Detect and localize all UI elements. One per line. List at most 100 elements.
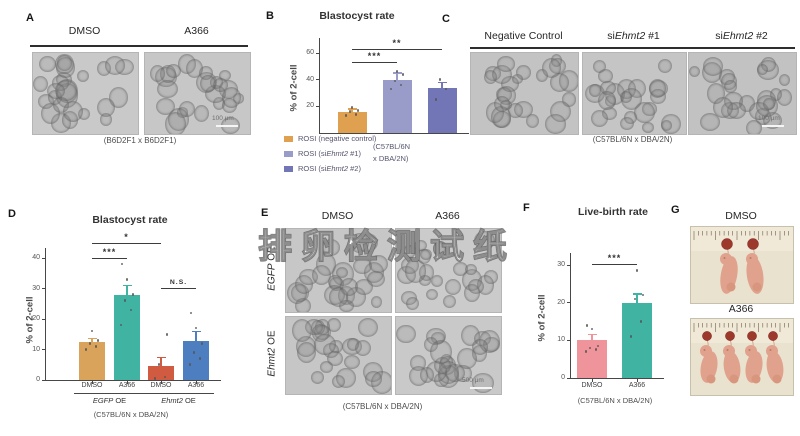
panel-a-caption: (B6D2F1 x B6D2F1) xyxy=(103,136,177,145)
y-tick-label: 30 xyxy=(32,284,40,292)
y-tick-label: 10 xyxy=(557,336,565,344)
embryo-blob xyxy=(314,333,336,356)
y-tick-label: 20 xyxy=(557,298,565,306)
y-tick-label: 40 xyxy=(32,254,40,261)
error-bar-whisker xyxy=(160,357,162,370)
data-point xyxy=(356,109,360,112)
embryo-blob xyxy=(497,56,515,72)
x-tick-mark xyxy=(160,381,162,384)
data-point xyxy=(119,323,123,327)
x-category-label: A366 xyxy=(118,382,136,389)
embryo-blob xyxy=(465,264,477,276)
significance-label: *** xyxy=(607,253,622,263)
panel-c-label: C xyxy=(442,13,450,25)
embryo-blob xyxy=(620,117,634,131)
significance-label: ** xyxy=(392,38,402,48)
group-label: Ehmt2 OE xyxy=(161,396,196,405)
embryo-blob xyxy=(431,275,443,287)
text-segment: Ehmt2 xyxy=(614,30,646,42)
embryo-blob xyxy=(597,68,614,84)
x-tick-mark xyxy=(636,379,638,382)
embryo-blob xyxy=(511,73,524,85)
significance-label: * xyxy=(124,232,129,242)
text-segment: Ehmt2 xyxy=(266,347,278,377)
micrograph-c-siehmt2-1 xyxy=(582,52,687,135)
y-tick-mark xyxy=(316,79,319,81)
panel-g-label: G xyxy=(671,204,680,216)
pup-photo-a366 xyxy=(690,318,794,396)
error-bar-whisker xyxy=(591,334,593,344)
data-point xyxy=(635,269,639,272)
x-axis xyxy=(570,378,664,380)
panel-e-header-a366: A366 xyxy=(435,210,460,222)
embryo-blob xyxy=(588,84,602,97)
embryo-blob xyxy=(658,58,672,73)
data-point xyxy=(125,278,129,281)
chart-caption: (C57BL/6N x DBA/2N) xyxy=(93,410,169,419)
embryo-blob xyxy=(39,55,57,73)
bar xyxy=(183,340,209,380)
y-tick-mark xyxy=(42,318,45,320)
embryo-blob xyxy=(326,317,341,332)
embryo-blob xyxy=(221,87,241,109)
litter-photo-graphic xyxy=(691,319,793,395)
x-tick-mark xyxy=(195,381,197,384)
bar xyxy=(427,87,457,133)
legend-row: ROSI (siEhmt2 #1) xyxy=(284,146,376,161)
panel-b-strain-note: (C57BL/6N x DBA/2N) xyxy=(373,141,410,165)
embryo-blob xyxy=(633,101,655,124)
legend-label: ROSI (siEhmt2 #2) xyxy=(298,164,361,173)
strain-note-line2: x DBA/2N) xyxy=(373,154,409,163)
x-tick-mark xyxy=(126,381,128,384)
data-point xyxy=(594,348,598,352)
panel-b-label: B xyxy=(266,10,274,22)
embryo-blob xyxy=(365,371,382,387)
embryo-blob xyxy=(200,74,217,93)
data-point xyxy=(194,326,198,330)
error-bar-cap xyxy=(191,330,201,332)
data-point xyxy=(94,345,98,348)
data-point xyxy=(434,98,438,101)
data-point xyxy=(198,357,202,360)
data-point xyxy=(590,327,594,331)
data-point xyxy=(192,351,196,354)
chart-title: Blastocyst rate xyxy=(319,10,395,22)
x-label-underline xyxy=(143,393,179,394)
panel-g-header-dmso: DMSO xyxy=(725,210,757,222)
embryo-blob xyxy=(371,296,383,308)
text-segment: EGFP xyxy=(92,396,114,405)
error-bar-whisker xyxy=(195,331,197,344)
embryo-blob xyxy=(420,249,432,261)
data-point xyxy=(84,348,88,351)
embryo-blob xyxy=(104,55,126,75)
y-tick-label: 0 xyxy=(36,376,40,383)
data-point xyxy=(641,293,645,297)
x-category-label: DMSO xyxy=(81,382,103,389)
embryo-blob xyxy=(442,295,456,309)
text-segment: ROSI (si xyxy=(298,164,327,173)
data-point xyxy=(389,87,393,91)
embryo-blob xyxy=(712,97,734,119)
data-point xyxy=(348,110,352,113)
blastocyst-rate-chart-d: Blastocyst rate% of 2-cell 0 10 20 30 40 DMSO A… xyxy=(0,200,240,436)
text-segment: #2) xyxy=(348,164,361,173)
data-point xyxy=(444,87,448,91)
data-point xyxy=(633,297,637,301)
embryo-blob xyxy=(332,375,346,388)
x-tick-mark xyxy=(91,381,93,384)
embryo-blob xyxy=(403,244,417,258)
error-bar-cap xyxy=(156,356,166,358)
panel-e-caption: (C57BL/6N x DBA/2N) xyxy=(342,402,423,411)
embryo-blob xyxy=(358,318,379,337)
embryo-blob xyxy=(404,259,427,283)
blastocyst-rate-chart-b: Blastocyst rate% of 2-cell 20 40 60 *** ** xyxy=(280,8,480,198)
text-segment: Ehmt2 xyxy=(161,396,183,405)
panel-a-header-dmso: DMSO xyxy=(68,25,101,37)
panel-g-header-a366: A366 xyxy=(728,303,754,315)
embryo-blob xyxy=(97,98,116,118)
micrograph-c-negative-control xyxy=(470,52,579,135)
y-tick-label: 30 xyxy=(557,261,565,268)
embryo-blob xyxy=(620,90,632,103)
embryo-blob xyxy=(763,97,775,110)
significance-line xyxy=(92,258,127,260)
